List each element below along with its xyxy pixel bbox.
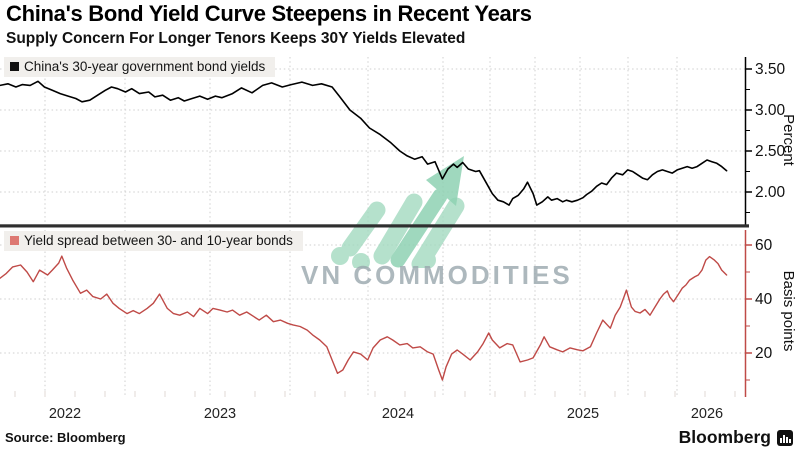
legend-spread-label: Yield spread between 30- and 10-year bon… xyxy=(24,233,293,248)
y-tick-label: 60 xyxy=(755,237,773,254)
bloomberg-wordmark: Bloomberg xyxy=(679,427,771,448)
y-axis-panel-1: 60 40 20 xyxy=(745,230,773,397)
bond-yield-chart: China's Bond Yield Curve Steepens in Rec… xyxy=(0,0,800,450)
y-axis-title-percent: Percent xyxy=(777,100,797,180)
legend-yield-label: China's 30-year government bond yields xyxy=(24,59,265,74)
y-tick-label: 20 xyxy=(755,345,773,362)
bloomberg-logo-icon xyxy=(777,430,793,446)
yield-legend-swatch-icon xyxy=(10,62,19,71)
y-tick-label: 40 xyxy=(755,291,773,308)
bloomberg-brand: Bloomberg xyxy=(679,427,793,448)
panel-separator xyxy=(0,224,749,227)
y-tick-label: 3.50 xyxy=(755,61,786,78)
y-axis-title-basis-points: Basis points xyxy=(777,261,797,361)
y-tick-label: 2.00 xyxy=(755,184,786,201)
legend-spread: Yield spread between 30- and 10-year bon… xyxy=(4,231,303,251)
spread-legend-swatch-icon xyxy=(10,236,19,245)
legend-yield: China's 30-year government bond yields xyxy=(4,57,275,77)
source-note: Source: Bloomberg xyxy=(5,430,126,445)
spread-series-line xyxy=(0,256,727,380)
yield-series-line xyxy=(0,81,727,205)
